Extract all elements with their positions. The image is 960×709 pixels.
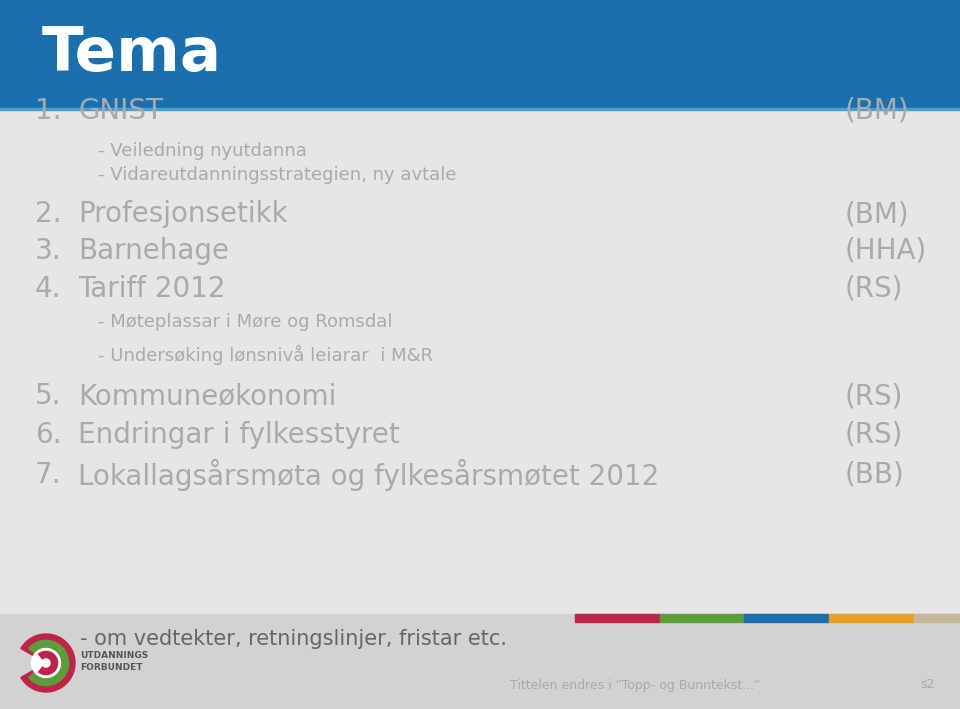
Text: Tema: Tema <box>42 25 222 84</box>
Wedge shape <box>38 652 58 674</box>
Text: 4.: 4. <box>35 275 61 303</box>
Text: - Veiledning nyutdanna: - Veiledning nyutdanna <box>98 142 307 160</box>
Text: UTDANNINGS: UTDANNINGS <box>80 652 148 661</box>
Text: (BM): (BM) <box>845 97 910 125</box>
Text: 7.: 7. <box>35 461 61 489</box>
Wedge shape <box>21 634 75 692</box>
Circle shape <box>32 649 60 678</box>
Text: Barnehage: Barnehage <box>78 237 229 265</box>
Text: Profesjonsetikk: Profesjonsetikk <box>78 200 288 228</box>
Text: (BB): (BB) <box>845 461 904 489</box>
Bar <box>0 614 960 709</box>
Wedge shape <box>29 640 68 686</box>
Bar <box>660 614 744 622</box>
Text: Tittelen endres i "Topp- og Bunntekst...": Tittelen endres i "Topp- og Bunntekst...… <box>510 679 760 691</box>
Text: Lokallagsårsmøta og fylkesårsmøtet 2012: Lokallagsårsmøta og fylkesårsmøtet 2012 <box>78 459 660 491</box>
Text: 5.: 5. <box>35 382 61 410</box>
Text: (BM): (BM) <box>845 200 910 228</box>
Text: - om vedtekter, retningslinjer, fristar etc.: - om vedtekter, retningslinjer, fristar … <box>80 629 507 649</box>
Text: FORBUNDET: FORBUNDET <box>80 664 142 673</box>
Text: 1.: 1. <box>35 97 61 125</box>
Bar <box>744 614 829 622</box>
Text: - Vidareutdanningsstrategien, ny avtale: - Vidareutdanningsstrategien, ny avtale <box>98 166 457 184</box>
Circle shape <box>42 659 50 667</box>
Text: 2.: 2. <box>35 200 61 228</box>
Text: Tariff 2012: Tariff 2012 <box>78 275 226 303</box>
Bar <box>0 0 960 108</box>
Text: Endringar i fylkesstyret: Endringar i fylkesstyret <box>78 421 399 449</box>
Text: - Undersøking lønsnivå leiarar  i M&R: - Undersøking lønsnivå leiarar i M&R <box>98 345 433 365</box>
Text: (RS): (RS) <box>845 382 903 410</box>
Bar <box>829 614 914 622</box>
Text: Kommuneøkonomi: Kommuneøkonomi <box>78 382 336 410</box>
Text: GNIST: GNIST <box>78 97 163 125</box>
Text: (RS): (RS) <box>845 275 903 303</box>
Text: s2: s2 <box>921 679 935 691</box>
Text: (HHA): (HHA) <box>845 237 927 265</box>
Text: 3.: 3. <box>35 237 61 265</box>
Bar <box>0 108 960 110</box>
Bar <box>914 614 960 622</box>
Text: (RS): (RS) <box>845 421 903 449</box>
Text: 6.: 6. <box>35 421 61 449</box>
Text: - Møteplassar i Møre og Romsdal: - Møteplassar i Møre og Romsdal <box>98 313 393 331</box>
Bar <box>575 614 660 622</box>
